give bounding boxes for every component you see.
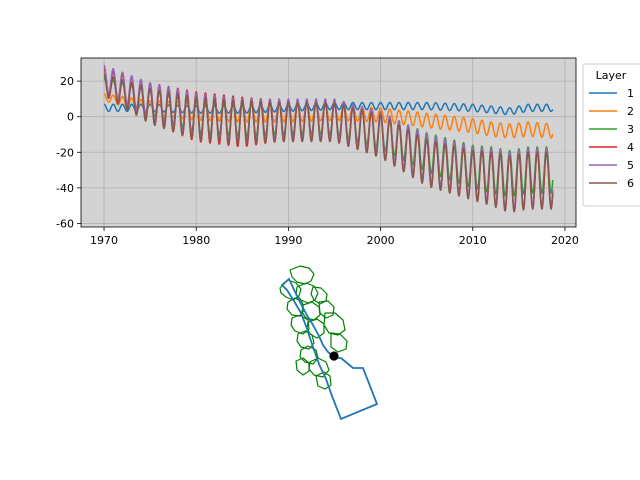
legend-label-3: 3 [627, 123, 634, 136]
legend-box [582, 63, 640, 207]
region-boundary [323, 312, 346, 336]
domain-outline [280, 277, 379, 421]
x-axis-ticks: 1970 1980 1990 2000 2010 2020 [90, 227, 579, 247]
region-boundary [310, 286, 328, 305]
x-tick-label: 1980 [182, 234, 210, 247]
legend-label-1: 1 [627, 87, 634, 100]
plot-frame [80, 57, 577, 228]
x-tick-label: 2000 [367, 234, 395, 247]
plot-area [81, 58, 576, 227]
legend-label-5: 5 [627, 159, 634, 172]
region-boundary [315, 371, 332, 390]
legend-label-4: 4 [627, 141, 634, 154]
line-chart: 1970 1980 1990 2000 2010 2020 20 0 -20 -40 -60 [56, 57, 579, 247]
x-tick-label: 2010 [459, 234, 487, 247]
legend-entries: 1 2 3 4 5 6 [589, 87, 634, 190]
region-boundary [299, 345, 319, 365]
x-tick-label: 1970 [90, 234, 118, 247]
y-tick-label: 0 [67, 111, 74, 124]
x-tick-label: 2020 [551, 234, 579, 247]
region-boundary [318, 300, 335, 319]
region-boundary [295, 357, 310, 376]
legend-label-6: 6 [627, 177, 634, 190]
x-tick-label: 1990 [274, 234, 302, 247]
y-axis-ticks: 20 0 -20 -40 -60 [56, 75, 81, 230]
y-tick-label: 20 [60, 75, 74, 88]
map [279, 265, 379, 421]
legend-label-2: 2 [627, 105, 634, 118]
region-boundary [296, 330, 315, 350]
legend: Layer 1 2 3 4 5 6 [582, 63, 640, 207]
region-boundary [301, 301, 321, 321]
region-boundary [330, 332, 348, 353]
y-tick-label: -40 [56, 182, 74, 195]
region-boundary [289, 265, 315, 285]
y-tick-label: -60 [56, 217, 74, 230]
well-location-marker [329, 351, 339, 361]
series-line-6 [103, 73, 554, 213]
y-tick-label: -20 [56, 146, 74, 159]
legend-title: Layer [596, 69, 627, 82]
series-layer [103, 64, 554, 213]
